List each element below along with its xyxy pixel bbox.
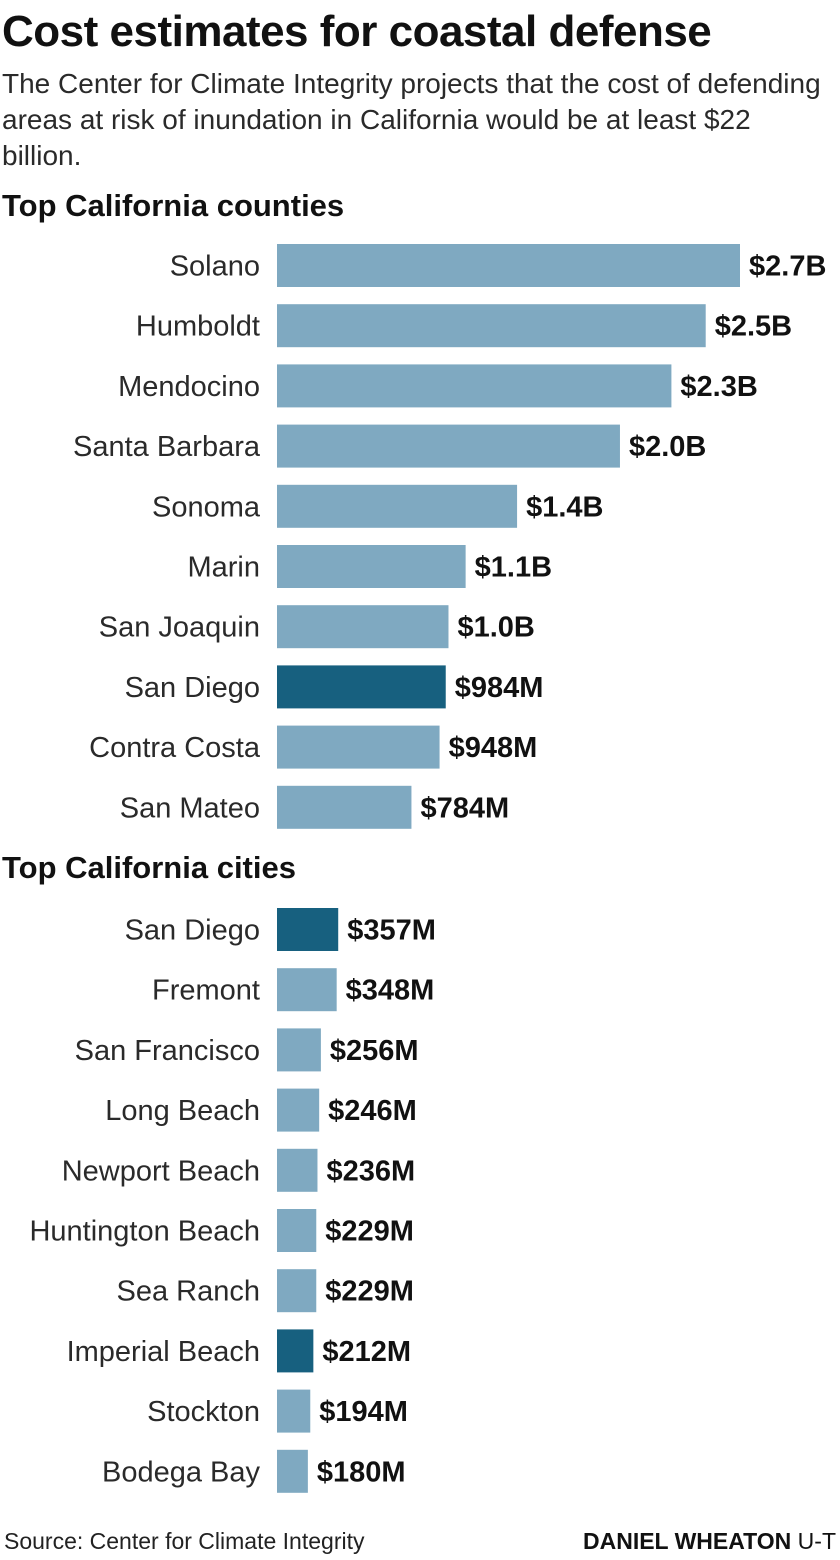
city-label-bodega-bay: Bodega Bay bbox=[102, 1456, 261, 1488]
city-bar-newport-beach bbox=[277, 1148, 318, 1192]
county-value-humboldt: $2.5B bbox=[715, 311, 792, 343]
county-bar-san-diego bbox=[277, 665, 446, 709]
county-label-marin: Marin bbox=[187, 552, 260, 584]
city-value-stockton: $194M bbox=[319, 1396, 408, 1428]
source-note: Source: Center for Climate Integrity bbox=[4, 1528, 365, 1554]
county-value-marin: $1.1B bbox=[475, 552, 552, 584]
county-bar-marin bbox=[277, 545, 466, 588]
county-bar-santa-barbara bbox=[277, 424, 620, 468]
city-value-sea-ranch: $229M bbox=[325, 1276, 414, 1308]
chart-subtitle: The Center for Climate Integrity project… bbox=[2, 68, 821, 171]
county-label-solano: Solano bbox=[170, 251, 260, 283]
county-label-contra-costa: Contra Costa bbox=[89, 732, 261, 764]
county-value-san-mateo: $784M bbox=[420, 792, 509, 824]
credit-org: U-T bbox=[797, 1528, 836, 1554]
county-value-contra-costa: $948M bbox=[449, 732, 538, 764]
county-value-solano: $2.7B bbox=[749, 251, 826, 283]
county-bar-sonoma bbox=[277, 484, 518, 528]
city-value-imperial-beach: $212M bbox=[322, 1336, 411, 1368]
city-value-long-beach: $246M bbox=[328, 1095, 417, 1127]
county-label-santa-barbara: Santa Barbara bbox=[73, 431, 261, 463]
city-value-huntington-beach: $229M bbox=[325, 1216, 414, 1248]
city-value-san-francisco: $256M bbox=[330, 1035, 419, 1067]
county-label-san-mateo: San Mateo bbox=[120, 792, 260, 824]
city-label-imperial-beach: Imperial Beach bbox=[67, 1336, 260, 1368]
county-label-sonoma: Sonoma bbox=[152, 491, 261, 523]
county-bar-contra-costa bbox=[277, 725, 440, 769]
city-label-san-francisco: San Francisco bbox=[75, 1035, 260, 1067]
city-label-fremont: Fremont bbox=[152, 975, 260, 1007]
credit-line: DANIEL WHEATON U-T bbox=[583, 1528, 836, 1555]
county-bar-mendocino bbox=[277, 364, 672, 408]
city-bar-stockton bbox=[277, 1389, 311, 1433]
city-bar-fremont bbox=[277, 968, 337, 1012]
chart-title: Cost estimates for coastal defense bbox=[2, 7, 712, 56]
city-label-stockton: Stockton bbox=[147, 1396, 260, 1428]
city-label-long-beach: Long Beach bbox=[105, 1095, 260, 1127]
city-bar-bodega-bay bbox=[277, 1449, 308, 1493]
city-label-san-diego: San Diego bbox=[125, 915, 260, 947]
city-bar-san-diego bbox=[277, 908, 339, 951]
county-label-mendocino: Mendocino bbox=[118, 371, 260, 403]
city-label-huntington-beach: Huntington Beach bbox=[29, 1216, 260, 1248]
city-label-newport-beach: Newport Beach bbox=[62, 1155, 260, 1187]
county-bar-humboldt bbox=[277, 304, 706, 348]
county-value-san-diego: $984M bbox=[455, 672, 544, 704]
city-value-fremont: $348M bbox=[346, 975, 435, 1007]
city-value-san-diego: $357M bbox=[347, 915, 436, 947]
county-bar-san-joaquin bbox=[277, 605, 449, 649]
credit-author: DANIEL WHEATON bbox=[583, 1528, 792, 1554]
county-label-san-joaquin: San Joaquin bbox=[99, 612, 260, 644]
city-bar-imperial-beach bbox=[277, 1329, 314, 1373]
city-value-bodega-bay: $180M bbox=[317, 1456, 406, 1488]
city-bar-huntington-beach bbox=[277, 1209, 317, 1252]
city-bar-san-francisco bbox=[277, 1028, 321, 1072]
county-bar-solano bbox=[277, 244, 740, 287]
county-label-san-diego: San Diego bbox=[125, 672, 260, 704]
county-value-sonoma: $1.4B bbox=[526, 491, 603, 523]
county-value-san-joaquin: $1.0B bbox=[457, 612, 534, 644]
counties-section-title: Top California counties bbox=[2, 188, 345, 223]
county-value-santa-barbara: $2.0B bbox=[629, 431, 706, 463]
county-value-mendocino: $2.3B bbox=[680, 371, 757, 403]
city-bar-long-beach bbox=[277, 1088, 320, 1132]
city-bar-sea-ranch bbox=[277, 1269, 317, 1313]
cities-section-title: Top California cities bbox=[2, 850, 296, 885]
county-bar-san-mateo bbox=[277, 785, 412, 829]
city-value-newport-beach: $236M bbox=[326, 1155, 415, 1187]
city-label-sea-ranch: Sea Ranch bbox=[117, 1276, 261, 1308]
county-label-humboldt: Humboldt bbox=[136, 311, 260, 343]
